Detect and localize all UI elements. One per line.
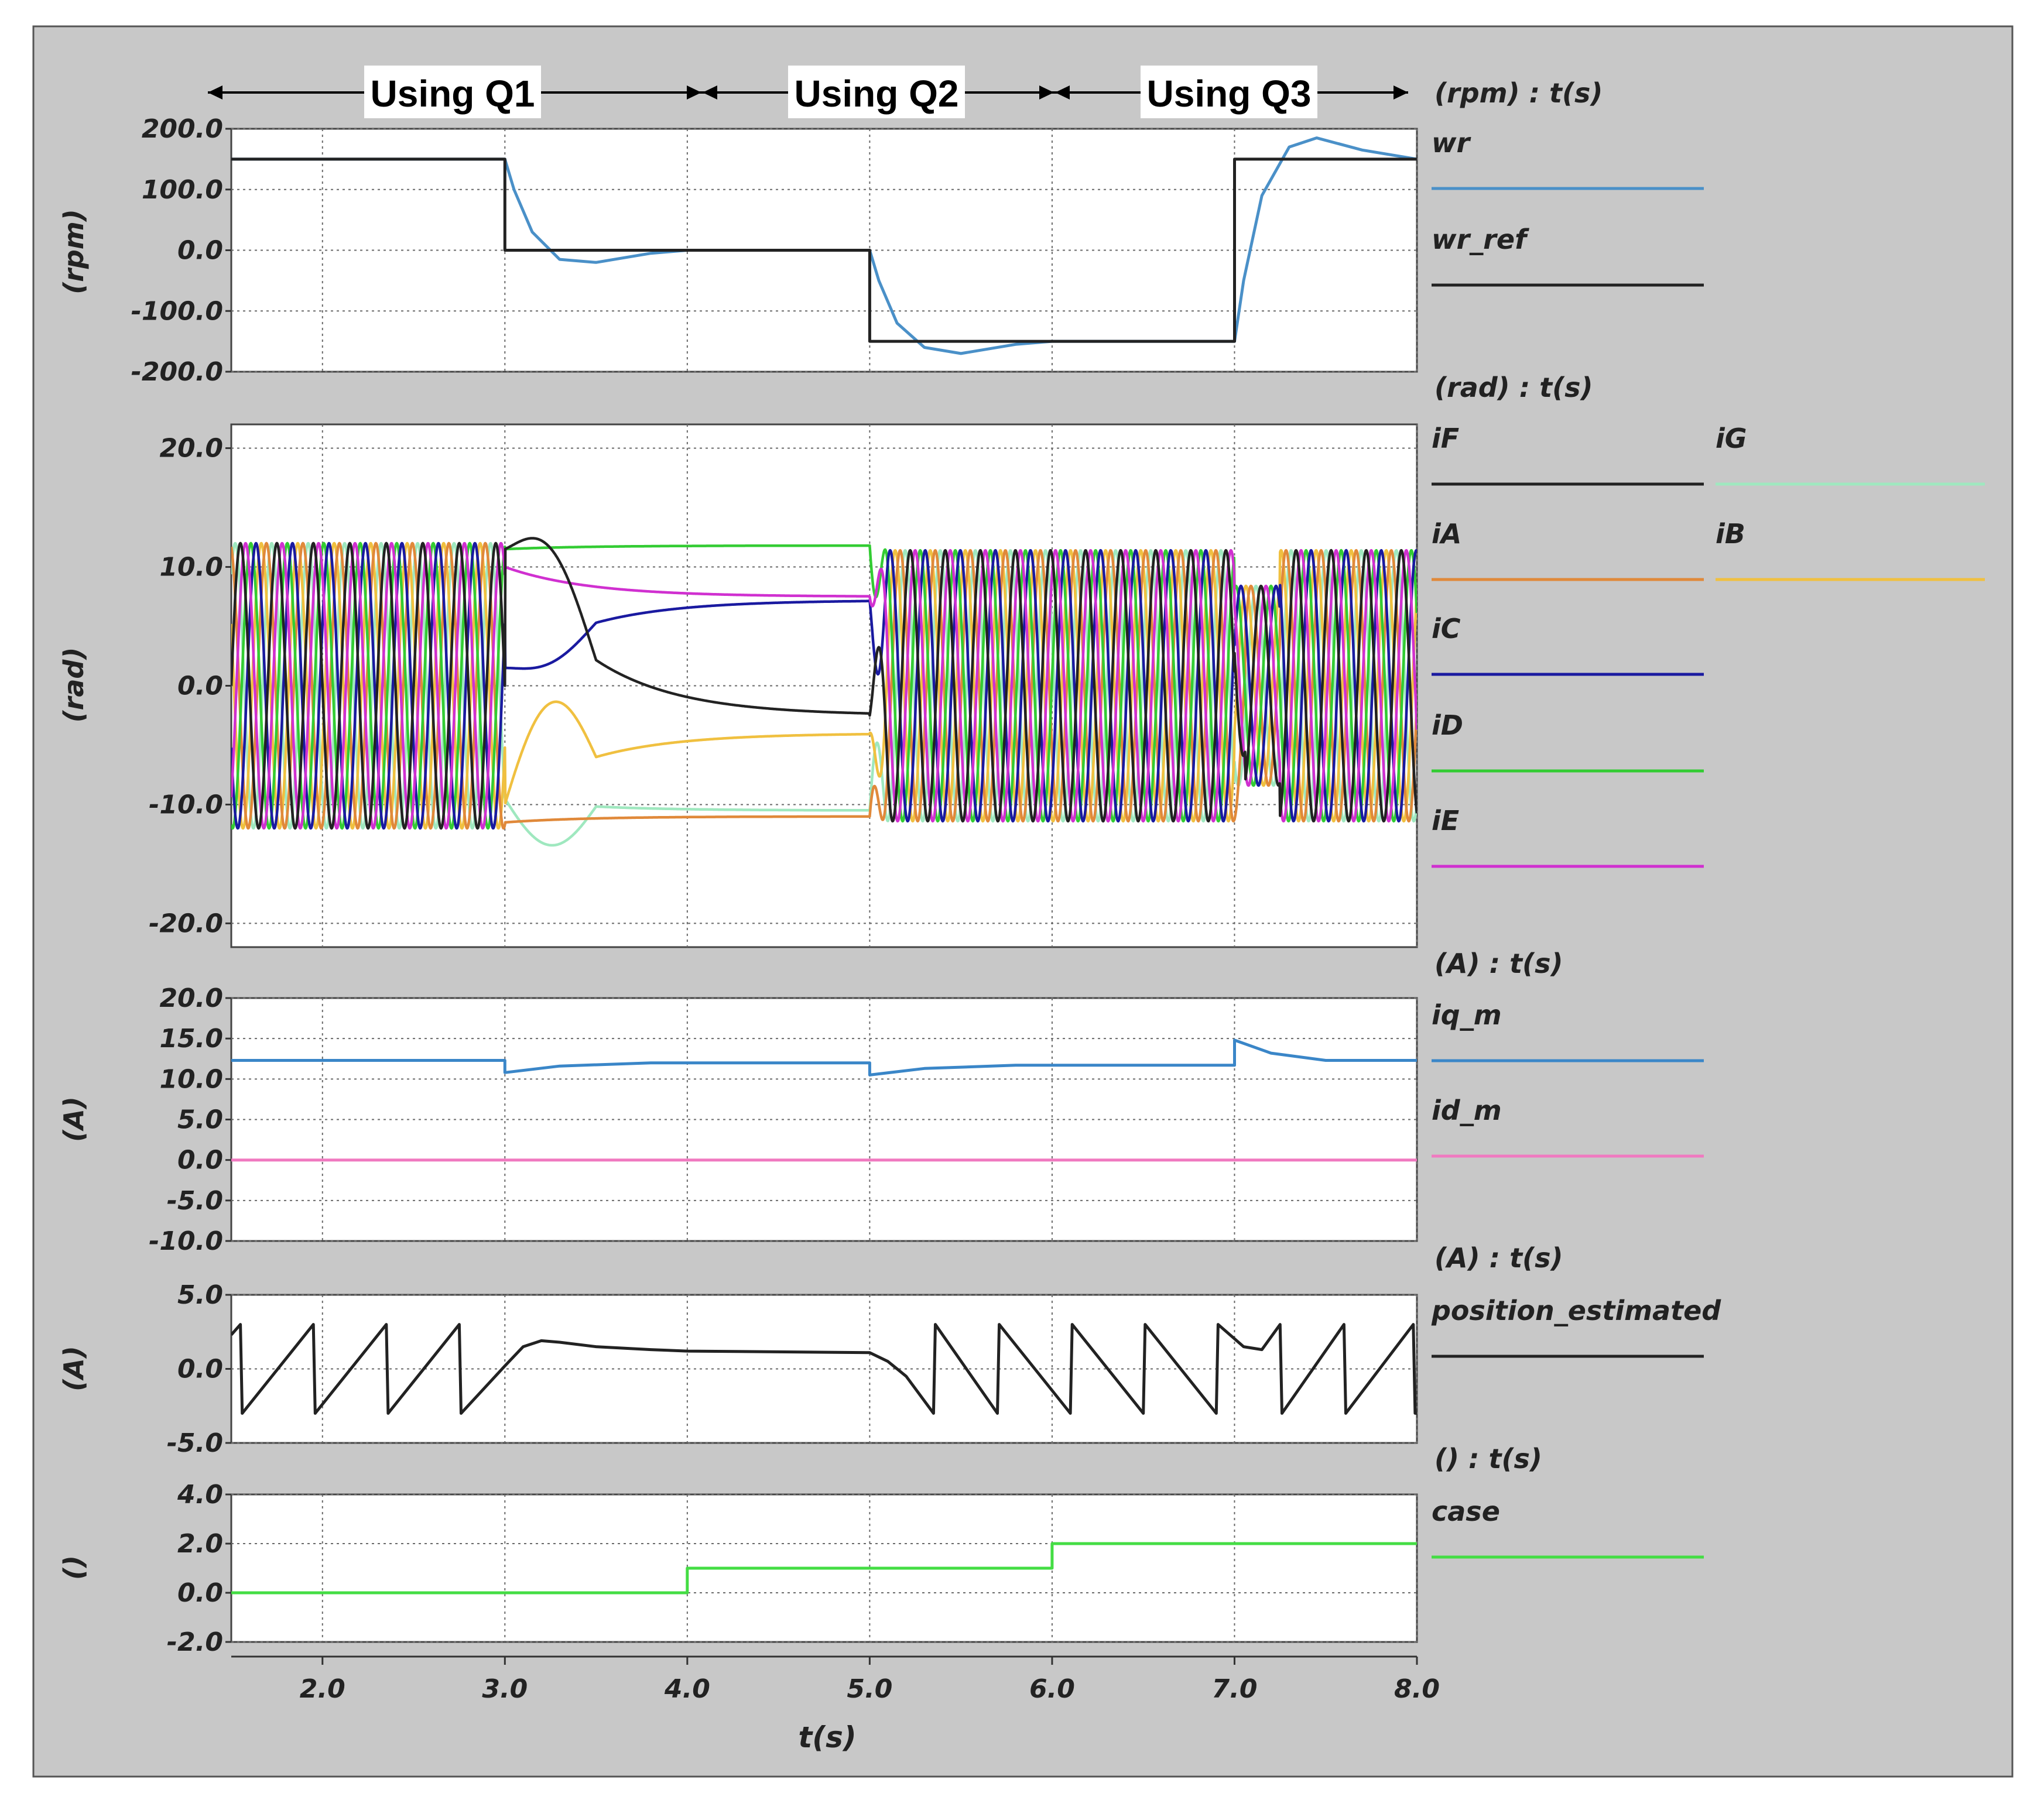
legend-label-position_estimated: position_estimated	[1431, 1295, 1721, 1326]
x-axis: 2.0 3.0 4.0 5.0 6.0 7.0 8.0	[231, 1655, 1440, 1704]
y-axis-label: (rpm)	[58, 209, 90, 294]
arrowhead-right-q1	[687, 85, 701, 100]
y-axis-label: ()	[58, 1555, 90, 1580]
arrowhead-left-q3	[1055, 85, 1070, 100]
legend-label-iE: iE	[1432, 805, 1459, 836]
arrowhead-right-q3	[1394, 85, 1408, 100]
legend-label-iG: iG	[1716, 423, 1747, 454]
legend-label-iF: iF	[1432, 423, 1459, 454]
series-line-iD	[231, 541, 1417, 830]
series-line-iq_m	[231, 1038, 1417, 1076]
legend-label-iB: iB	[1716, 518, 1745, 550]
banner-box-q2	[788, 66, 965, 118]
y-tick-label: -10.0	[149, 790, 223, 820]
banner-label-q1: Using Q1	[371, 73, 535, 115]
y-tick-label: -100.0	[131, 296, 223, 326]
y-tick-label: 10.0	[159, 553, 223, 582]
legend-label-iA: iA	[1432, 518, 1461, 550]
unit-title: (A) : t(s)	[1434, 948, 1563, 979]
legend-label-iD: iD	[1432, 709, 1463, 741]
y-tick-label: 10.0	[159, 1064, 223, 1094]
series-line-case	[231, 1542, 1417, 1595]
y-axis-label: (A)	[58, 1346, 90, 1391]
unit-title: (A) : t(s)	[1434, 1242, 1563, 1274]
series-line-iE	[231, 541, 1417, 830]
unit-title: () : t(s)	[1434, 1443, 1542, 1475]
series-line-iG	[231, 541, 1417, 847]
y-tick-label: -2.0	[167, 1627, 223, 1657]
subplot-2: 20.0 10.0 0.0 -10.0 -20.0 (rad) : t(s) (rad) iF…	[58, 372, 1985, 948]
y-tick-label: 5.0	[177, 1105, 223, 1135]
y-tick-label: 0.0	[177, 1146, 223, 1175]
arrowhead-left-q1	[208, 85, 222, 100]
banner-label-q3: Using Q3	[1147, 73, 1312, 115]
y-tick-label: -5.0	[167, 1186, 223, 1216]
y-tick-label: 0.0	[177, 1578, 223, 1608]
series-line-position_estimated	[231, 1323, 1417, 1415]
arrowhead-left-q2	[703, 85, 717, 100]
y-tick-label: -20.0	[149, 908, 223, 938]
legend-label-wr_ref: wr_ref	[1432, 224, 1529, 255]
y-tick-label: -200.0	[131, 357, 223, 387]
series-group	[231, 1323, 1417, 1415]
y-tick-label: 0.0	[177, 1355, 223, 1384]
series-group	[231, 1542, 1417, 1595]
legend-label-case: case	[1432, 1496, 1500, 1527]
series-line-iC	[231, 541, 1417, 830]
legend-label-iq_m: iq_m	[1432, 999, 1502, 1031]
banner-label-q2: Using Q2	[795, 73, 959, 115]
x-tick-label: 4.0	[664, 1674, 710, 1704]
y-tick-label: 20.0	[159, 983, 223, 1013]
series-line-wr_ref	[231, 157, 1417, 343]
unit-title: (rad) : t(s)	[1434, 372, 1593, 403]
x-tick-label: 5.0	[847, 1674, 892, 1704]
y-tick-label: -5.0	[167, 1428, 223, 1458]
y-tick-label: 0.0	[177, 671, 223, 701]
y-tick-label: 15.0	[159, 1024, 223, 1054]
y-tick-label: 4.0	[177, 1480, 223, 1510]
unit-title: (rpm) : t(s)	[1434, 77, 1603, 109]
series-line-iB	[231, 541, 1417, 830]
series-line-iF	[231, 537, 1417, 830]
x-tick-label: 3.0	[482, 1674, 528, 1704]
arrowhead-right-q2	[1039, 85, 1054, 100]
series-group	[231, 1038, 1417, 1162]
legend-label-id_m: id_m	[1432, 1095, 1502, 1126]
legend-label-wr: wr	[1432, 127, 1471, 159]
subplot-3: 20.0 15.0 10.0 5.0 0.0 -5.0 -10.0 (A) : t(s) (A)…	[58, 948, 1704, 1256]
y-tick-label: 100.0	[142, 175, 223, 205]
region-banners: Using Q1 Using Q2 Using Q3	[208, 66, 1408, 118]
x-tick-label: 6.0	[1029, 1674, 1075, 1704]
series-group	[231, 136, 1417, 355]
y-tick-label: 0.0	[177, 236, 223, 266]
banner-box-q3	[1141, 66, 1317, 118]
series-line-iA	[231, 541, 1417, 830]
x-axis-title: t(s)	[798, 1720, 856, 1754]
subplots: 200.0 100.0 0.0 -100.0 -200.0 (rpm) : t(s) (rp…	[58, 77, 1985, 1657]
y-tick-label: 200.0	[142, 114, 223, 144]
legend-label-iC: iC	[1432, 613, 1461, 644]
series-line-wr	[231, 136, 1417, 355]
y-axis-label: (rad)	[58, 647, 90, 723]
x-tick-label: 7.0	[1211, 1674, 1257, 1704]
banner-box-q1	[364, 66, 541, 118]
y-tick-label: 5.0	[177, 1280, 223, 1310]
y-tick-label: -10.0	[149, 1226, 223, 1256]
subplot-5: 4.0 2.0 0.0 -2.0 () : t(s) () case	[58, 1443, 1704, 1657]
y-tick-label: 20.0	[159, 434, 223, 464]
y-axis-label: (A)	[58, 1096, 90, 1142]
series-group	[231, 537, 1417, 847]
y-tick-label: 2.0	[177, 1529, 223, 1559]
subplot-4: 5.0 0.0 -5.0 (A) : t(s) (A) position_estimate…	[58, 1242, 1721, 1458]
x-tick-label: 8.0	[1394, 1674, 1440, 1704]
subplot-1: 200.0 100.0 0.0 -100.0 -200.0 (rpm) : t(s) (rp…	[58, 77, 1704, 387]
x-tick-label: 2.0	[300, 1674, 345, 1704]
